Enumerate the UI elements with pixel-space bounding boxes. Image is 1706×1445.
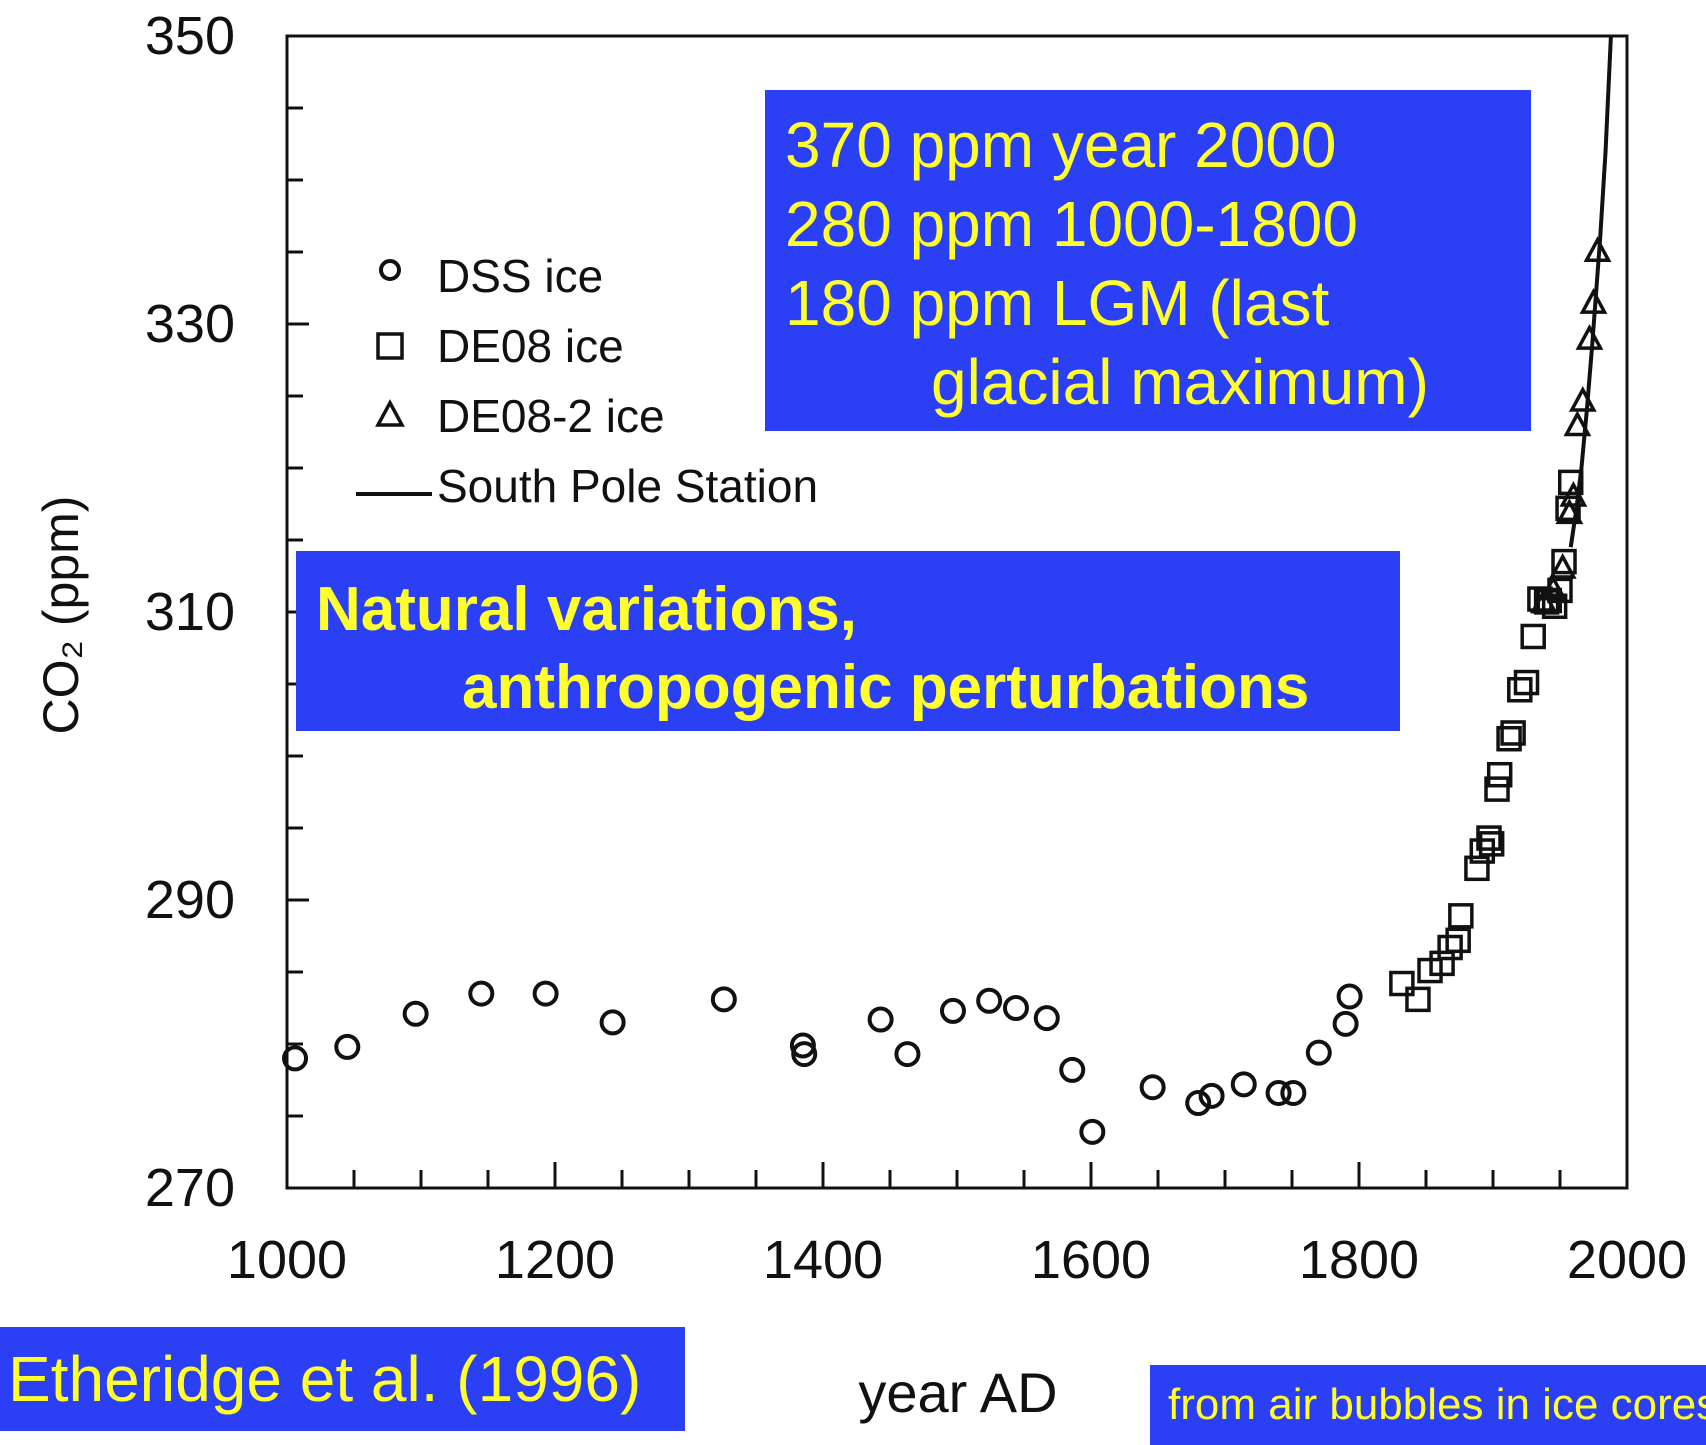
triangle-point bbox=[1529, 587, 1558, 614]
circle-point bbox=[1185, 1090, 1212, 1117]
y-axis-label: CO₂ (ppm) bbox=[33, 496, 89, 735]
info-line-2: 280 ppm 1000-1800 bbox=[785, 188, 1358, 260]
legend-label: DE08-2 ice bbox=[437, 390, 665, 442]
square-point bbox=[1486, 761, 1513, 788]
source-text: from air bubbles in ice cores bbox=[1168, 1380, 1706, 1429]
square-point bbox=[1513, 669, 1540, 696]
square-point bbox=[1547, 577, 1573, 604]
square-point bbox=[1551, 548, 1577, 575]
info-line-1: 370 ppm year 2000 bbox=[785, 109, 1337, 181]
square-point bbox=[1448, 903, 1474, 929]
circle-point bbox=[282, 1045, 309, 1072]
circle-point bbox=[1305, 1039, 1332, 1066]
square-point bbox=[1496, 725, 1522, 752]
circle-point bbox=[1059, 1056, 1086, 1083]
circle-point bbox=[532, 980, 559, 1007]
info-box: 370 ppm year 2000 280 ppm 1000-1800 180 … bbox=[765, 90, 1531, 431]
info-line-4: glacial maximum) bbox=[931, 346, 1429, 418]
square-point bbox=[1520, 623, 1546, 650]
square-point bbox=[1484, 776, 1510, 802]
circle-point bbox=[894, 1041, 921, 1068]
square-point bbox=[1445, 927, 1471, 954]
data-marks bbox=[282, 35, 1613, 1145]
circle-point bbox=[1332, 1010, 1359, 1037]
natural-line-2: anthropogenic perturbations bbox=[462, 653, 1310, 722]
circle-point bbox=[710, 986, 737, 1013]
square-point bbox=[1464, 855, 1490, 882]
plot-axes: 1000 1200 1400 1600 1800 2000 270 290 310 330 350 bbox=[145, 6, 1687, 1290]
natural-line-1: Natural variations, bbox=[316, 575, 857, 644]
circle-point bbox=[1265, 1079, 1292, 1106]
square-point bbox=[1478, 831, 1505, 857]
x-tick-label: 2000 bbox=[1567, 1230, 1687, 1290]
y-tick-label: 350 bbox=[145, 6, 235, 66]
triangle-point bbox=[1539, 574, 1568, 601]
source-box: from air bubbles in ice cores bbox=[1150, 1365, 1706, 1445]
triangle-point bbox=[1568, 385, 1597, 412]
circle-point bbox=[1336, 983, 1363, 1010]
circle-point bbox=[939, 997, 966, 1024]
square-point bbox=[1500, 720, 1526, 746]
circle-point bbox=[468, 980, 495, 1007]
circle-point bbox=[1033, 1005, 1060, 1032]
legend-square-swatch bbox=[376, 332, 404, 360]
square-point bbox=[1557, 469, 1584, 496]
circle-point bbox=[1230, 1071, 1257, 1098]
legend-triangle-swatch bbox=[375, 399, 405, 427]
circle-point bbox=[402, 1000, 429, 1027]
circle-point bbox=[334, 1033, 361, 1060]
circle-point bbox=[1139, 1074, 1166, 1101]
square-point bbox=[1476, 825, 1502, 851]
square-point bbox=[1437, 934, 1463, 961]
y-tick-label: 290 bbox=[145, 870, 235, 930]
circle-point bbox=[1198, 1082, 1225, 1109]
x-tick-label: 1400 bbox=[763, 1230, 883, 1290]
legend: DSS ice DE08 ice DE08-2 ice South Pole Stat… bbox=[356, 250, 818, 512]
circle-point bbox=[599, 1009, 626, 1036]
legend-circle-swatch bbox=[379, 259, 401, 281]
citation-text: Etheridge et al. (1996) bbox=[8, 1343, 642, 1415]
triangle-point bbox=[1548, 553, 1577, 579]
x-axis-label: year AD bbox=[858, 1361, 1057, 1424]
x-tick-label: 1800 bbox=[1299, 1230, 1419, 1290]
south-pole-line bbox=[1568, 35, 1613, 548]
x-tick-label: 1600 bbox=[1031, 1230, 1151, 1290]
legend-label: DE08 ice bbox=[437, 320, 624, 372]
x-tick-label: 1200 bbox=[495, 1230, 615, 1290]
legend-label: South Pole Station bbox=[437, 460, 818, 512]
square-point bbox=[1507, 677, 1533, 703]
triangle-point bbox=[1575, 324, 1604, 350]
circle-point bbox=[1079, 1118, 1106, 1145]
y-tick-label: 310 bbox=[145, 582, 235, 642]
x-tick-label: 1000 bbox=[227, 1230, 347, 1290]
square-point bbox=[1405, 986, 1431, 1013]
legend-label: DSS ice bbox=[437, 250, 603, 302]
circle-point bbox=[791, 1041, 818, 1068]
square-point bbox=[1541, 593, 1568, 619]
circle-point bbox=[976, 987, 1003, 1014]
y-tick-label: 270 bbox=[145, 1158, 235, 1218]
citation-box: Etheridge et al. (1996) bbox=[0, 1327, 685, 1431]
square-point bbox=[1429, 950, 1455, 977]
square-point bbox=[1389, 970, 1415, 997]
triangle-point bbox=[1563, 410, 1592, 437]
circle-point bbox=[1002, 995, 1029, 1021]
info-line-3: 180 ppm LGM (last bbox=[785, 267, 1330, 339]
y-tick-label: 330 bbox=[145, 294, 235, 354]
natural-variations-box: Natural variations, anthropogenic pertur… bbox=[296, 551, 1400, 731]
circle-point bbox=[867, 1006, 894, 1033]
circle-point bbox=[1280, 1079, 1307, 1106]
